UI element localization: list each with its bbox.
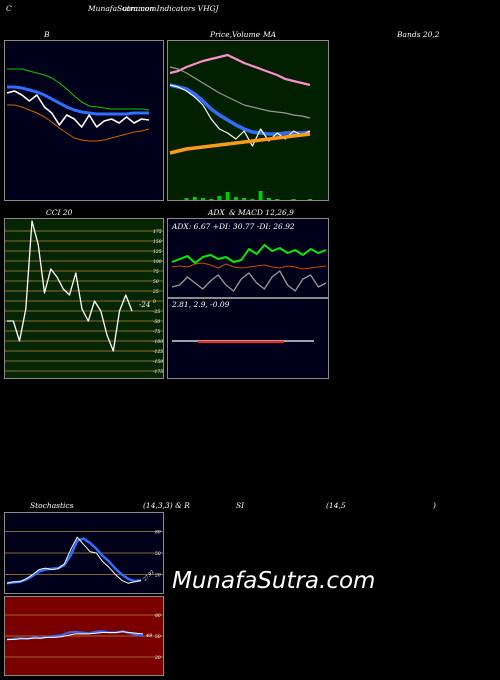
cci-title: CCI 20 [46,208,73,217]
macd-values-label: 2.81, 2.9, -0.09 [172,300,230,309]
bb-upper-line [7,68,150,111]
cci-line [7,220,133,352]
bb-price-line [6,90,150,128]
volume-bar [225,192,230,200]
plus-di-line [171,244,327,264]
rsi-title: SI [236,501,245,510]
panel-background [168,41,328,200]
cci-tick-label: -25 [153,309,160,315]
volume-bar [275,199,280,200]
page-title: common Indicators VHGJ [122,4,219,13]
cci-tick-label: 150 [153,239,162,245]
stoch-tick-label: 50 [155,551,161,557]
cci-tick-label: -125 [153,349,163,355]
volume-bar [291,199,296,200]
watermark: MunafaSutra.com [172,568,376,594]
rsi-ema-line [7,631,144,640]
header-left-mark: C [6,4,12,13]
volume-bar [200,198,205,200]
volume-bar [242,198,247,200]
cci-tick-label: 175 [153,229,162,235]
rsi-chart: 80 50 20 49 [5,597,163,675]
rsi-params: (14,5 [326,501,346,510]
volume-bar [209,199,214,200]
cci-tick-label: 0 [153,299,156,305]
rsi-panel: 80 50 20 49 [4,596,164,676]
ma-title: MA [263,30,277,39]
price-ma_long-line [169,53,311,87]
panel-background [168,299,328,378]
stoch-tick-label: 80 [155,529,161,535]
macd-panel: 2.81, 2.9, -0.09 [167,298,329,379]
volume-title: Volume [232,30,261,39]
rsi-tick-label: 80 [155,613,161,619]
bollinger-chart [5,41,163,200]
cci-tick-label: 25 [152,289,159,295]
volume-bar [217,196,222,200]
panel-background [5,219,163,378]
rsi-tick-label: 20 [154,655,161,661]
minus-di-line [171,262,327,270]
price-chart [168,41,328,200]
bollinger-title: B [44,30,50,39]
volume-bar [192,197,197,200]
volume-bar [308,199,312,200]
bollinger-panel [4,40,164,201]
rsi-tick-label: 50 [155,634,161,640]
cci-tick-label: 125 [153,249,162,255]
price-panel [167,40,329,201]
price-ma_trend-line [169,132,311,155]
adx-values-label: ADX: 6.67 +DI: 30.77 -DI: 26.92 [172,222,295,231]
cci-tick-label: -75 [153,329,160,335]
cci-chart: 175 150 125 100 75 50 25 0 -25 -50 -75 -100 -125 -150… [5,219,163,378]
volume-bar [250,199,255,200]
cci-tick-label: -50 [153,319,160,325]
adx-line [171,270,327,292]
adx-panel: ADX: 6.67 +DI: 30.77 -DI: 26.92 [167,218,329,298]
bb-middle-line [7,85,149,116]
panel-background [5,41,163,200]
price-ma_blue-line [169,83,311,136]
cci-tick-label: -100 [153,339,163,345]
cci-tick-label: 50 [153,279,159,285]
price-title: Price, [210,30,233,39]
volume-bar [266,198,271,200]
stoch-title: Stochastics [30,501,74,510]
bands-title: Bands 20,2 [397,30,440,39]
macd-title: & MACD 12,26,9 [229,208,294,217]
adx-chart [168,219,328,297]
volume-bar [258,191,263,200]
cci-tick-label: 75 [153,269,159,275]
cci-last-value: -24 [139,301,150,309]
adx-title: ADX [208,208,225,217]
stochastics-panel: 80 50 20 27.92 [4,512,164,594]
cci-tick-label: -150 [153,359,163,365]
cci-tick-label: 100 [153,259,162,265]
stoch-tick-label: 20 [154,573,161,579]
site-title: MunafaSutra.com [88,4,157,13]
volume-bar [184,198,189,200]
rsi-close-paren: ) [433,501,436,510]
bb-lower-line [7,104,150,142]
macd-chart [168,299,328,378]
stoch-params: (14,3,3) & R [143,501,190,510]
panel-background [168,219,328,297]
rsi-last-value: 49 [145,633,153,639]
price-ma_mid-line [169,66,311,119]
volume-bar [233,197,238,200]
cci-panel: 175 150 125 100 75 50 25 0 -25 -50 -75 -100 -125 -150… [4,218,164,379]
cci-tick-label: -175 [153,369,163,375]
stoch-d-line [6,537,142,585]
stoch-k-line [6,536,142,584]
